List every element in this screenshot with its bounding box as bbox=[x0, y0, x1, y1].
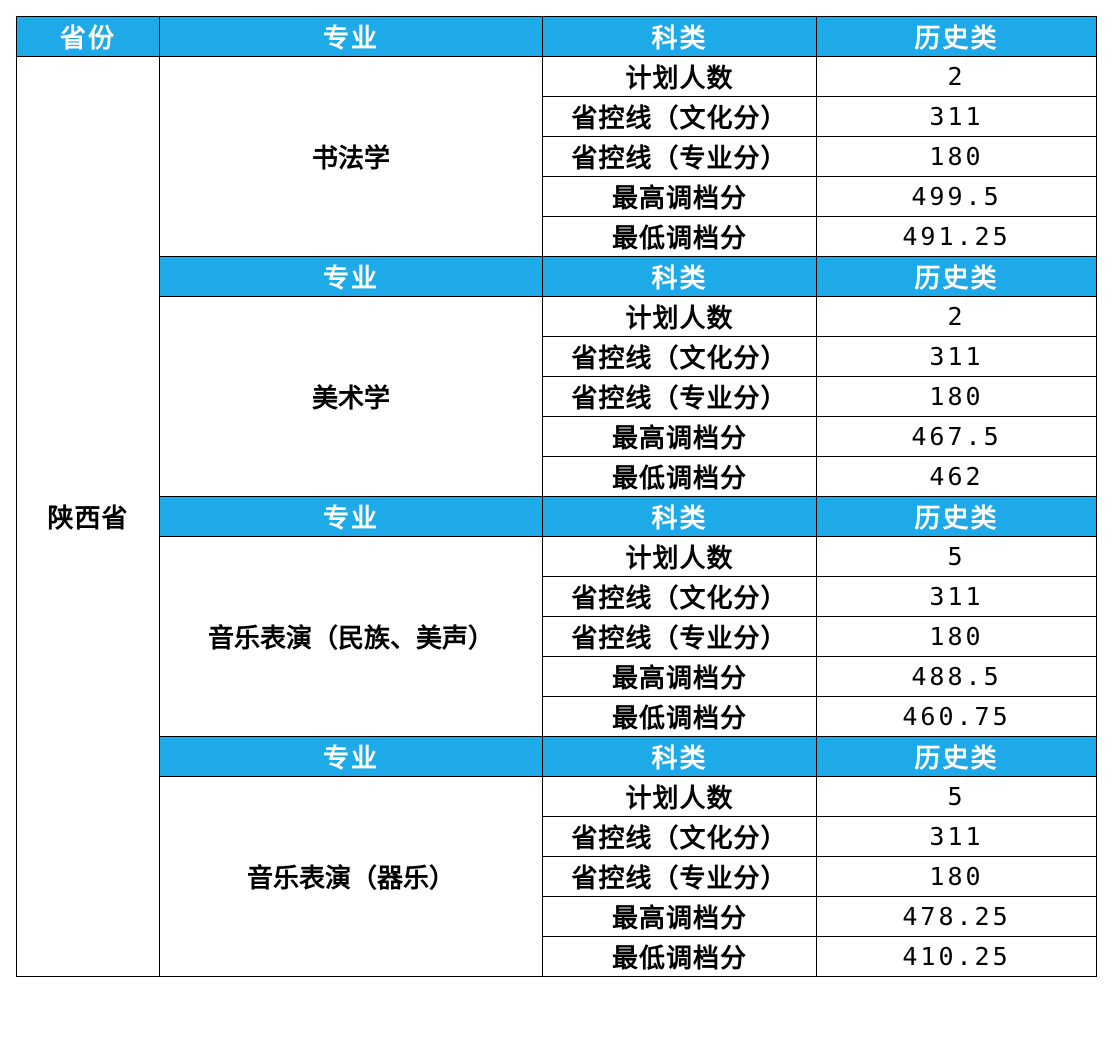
metric-label: 省控线（专业分） bbox=[542, 856, 817, 897]
metric-value: 460.75 bbox=[816, 696, 1097, 737]
metric-label: 计划人数 bbox=[542, 536, 817, 577]
table-row: 最低调档分 462 bbox=[17, 456, 1097, 497]
major-name: 美术学 bbox=[159, 296, 543, 497]
table-row: 省控线（专业分） 180 bbox=[17, 856, 1097, 897]
metric-value: 311 bbox=[816, 816, 1097, 857]
metric-value: 180 bbox=[816, 616, 1097, 657]
table-row: 音乐表演（民族、美声） 计划人数 5 bbox=[17, 536, 1097, 737]
table-row: 最低调档分 410.25 bbox=[17, 936, 1097, 977]
header-history: 历史类 bbox=[816, 256, 1097, 297]
header-category: 科类 bbox=[542, 16, 817, 57]
table-row: 省控线（文化分） 311 bbox=[17, 96, 1097, 137]
table-row: 省控线（专业分） 180 bbox=[17, 616, 1097, 657]
metric-value: 5 bbox=[816, 536, 1097, 577]
header-category: 科类 bbox=[542, 256, 817, 297]
metric-label: 省控线（文化分） bbox=[542, 816, 817, 857]
metric-label: 省控线（文化分） bbox=[542, 576, 817, 617]
header-history: 历史类 bbox=[816, 736, 1097, 777]
metric-label: 最低调档分 bbox=[542, 936, 817, 977]
sub-header-row: 专业 科类 历史类 bbox=[17, 736, 1097, 777]
sub-header-row: 专业 科类 历史类 bbox=[17, 256, 1097, 297]
metric-value: 311 bbox=[816, 576, 1097, 617]
table-row: 最高调档分 488.5 bbox=[17, 656, 1097, 697]
header-major: 专业 bbox=[159, 16, 543, 57]
metric-label: 计划人数 bbox=[542, 296, 817, 337]
header-category: 科类 bbox=[542, 496, 817, 537]
metric-value: 491.25 bbox=[816, 216, 1097, 257]
table-row: 音乐表演（器乐） 计划人数 5 bbox=[17, 776, 1097, 977]
major-name: 音乐表演（器乐） bbox=[159, 776, 543, 977]
metric-label: 最高调档分 bbox=[542, 656, 817, 697]
metric-value: 180 bbox=[816, 136, 1097, 177]
major-name: 书法学 bbox=[159, 56, 543, 257]
metric-label: 最低调档分 bbox=[542, 696, 817, 737]
header-major: 专业 bbox=[159, 496, 543, 537]
table-row: 省控线（文化分） 311 bbox=[17, 816, 1097, 857]
table-row: 最低调档分 460.75 bbox=[17, 696, 1097, 737]
admission-score-table: 省份 专业 科类 历史类 陕西省 书法学 计划人数 2 省控线（文化分） 311… bbox=[16, 16, 1097, 977]
metric-value: 5 bbox=[816, 776, 1097, 817]
metric-value: 180 bbox=[816, 376, 1097, 417]
header-major: 专业 bbox=[159, 736, 543, 777]
sub-header-row: 专业 科类 历史类 bbox=[17, 496, 1097, 537]
metric-label: 最高调档分 bbox=[542, 896, 817, 937]
metric-value: 2 bbox=[816, 296, 1097, 337]
metric-value: 467.5 bbox=[816, 416, 1097, 457]
metric-label: 最低调档分 bbox=[542, 216, 817, 257]
header-province: 省份 bbox=[16, 16, 160, 57]
header-history: 历史类 bbox=[816, 16, 1097, 57]
metric-label: 省控线（文化分） bbox=[542, 96, 817, 137]
table-row: 最高调档分 467.5 bbox=[17, 416, 1097, 457]
table-row: 省控线（专业分） 180 bbox=[17, 376, 1097, 417]
province-cell: 陕西省 bbox=[16, 56, 160, 977]
table-row: 美术学 计划人数 2 bbox=[17, 296, 1097, 497]
table-row: 陕西省 书法学 计划人数 2 bbox=[16, 56, 1097, 977]
metric-value: 488.5 bbox=[816, 656, 1097, 697]
metric-label: 最高调档分 bbox=[542, 176, 817, 217]
major-name: 音乐表演（民族、美声） bbox=[159, 536, 543, 737]
metric-value: 311 bbox=[816, 336, 1097, 377]
metric-label: 最低调档分 bbox=[542, 456, 817, 497]
metric-label: 省控线（专业分） bbox=[542, 136, 817, 177]
metric-value: 410.25 bbox=[816, 936, 1097, 977]
metric-value: 478.25 bbox=[816, 896, 1097, 937]
table-row: 省控线（文化分） 311 bbox=[17, 336, 1097, 377]
metric-value: 180 bbox=[816, 856, 1097, 897]
metric-value: 462 bbox=[816, 456, 1097, 497]
table-header-row: 省份 专业 科类 历史类 bbox=[16, 16, 1097, 57]
metric-value: 2 bbox=[816, 56, 1097, 97]
header-category: 科类 bbox=[542, 736, 817, 777]
metric-label: 最高调档分 bbox=[542, 416, 817, 457]
metric-label: 省控线（专业分） bbox=[542, 376, 817, 417]
metric-value: 311 bbox=[816, 96, 1097, 137]
metric-label: 计划人数 bbox=[542, 776, 817, 817]
header-history: 历史类 bbox=[816, 496, 1097, 537]
header-major: 专业 bbox=[159, 256, 543, 297]
metric-label: 计划人数 bbox=[542, 56, 817, 97]
metric-value: 499.5 bbox=[816, 176, 1097, 217]
table-row: 省控线（文化分） 311 bbox=[17, 576, 1097, 617]
metric-label: 省控线（专业分） bbox=[542, 616, 817, 657]
metric-label: 省控线（文化分） bbox=[542, 336, 817, 377]
